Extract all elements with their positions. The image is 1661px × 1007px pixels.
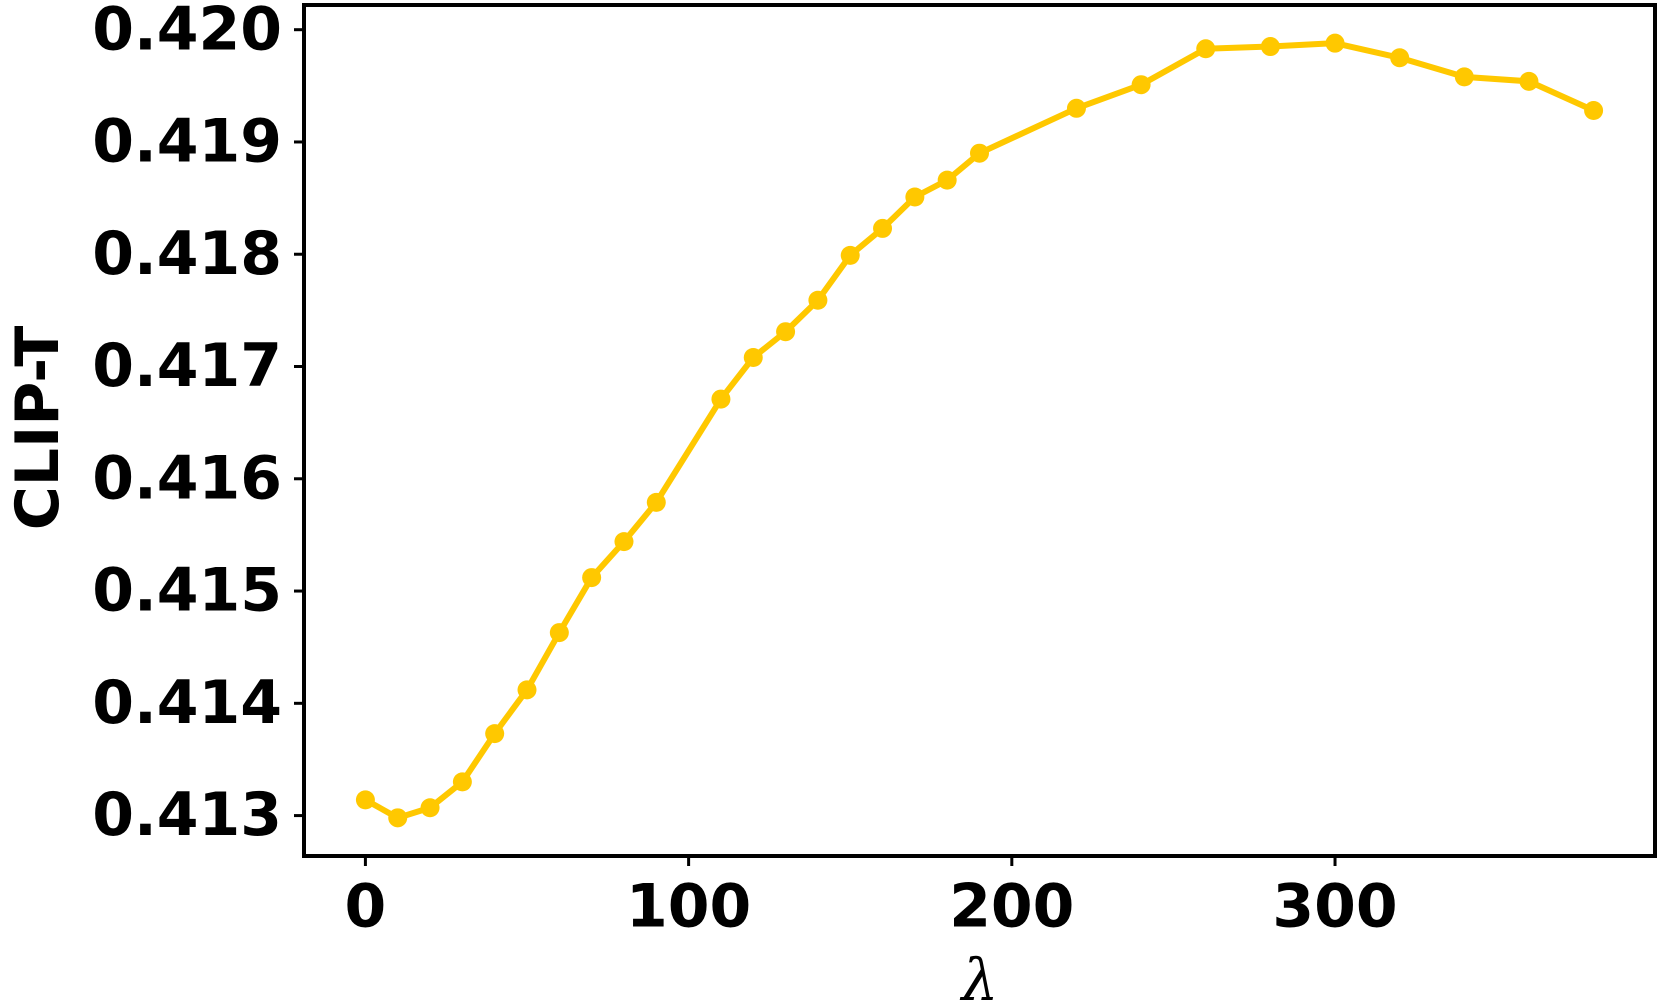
data-point <box>614 532 634 552</box>
plot-frame <box>302 3 1657 858</box>
data-point <box>355 790 375 810</box>
y-tick-label: 0.418 <box>92 219 282 289</box>
data-point <box>743 348 763 368</box>
y-tick-label: 0.414 <box>92 668 282 738</box>
data-point <box>1260 37 1280 57</box>
data-point <box>808 290 828 310</box>
data-point <box>420 798 440 818</box>
y-axis-label: CLIP-T <box>3 326 73 531</box>
data-point <box>1454 67 1474 87</box>
y-tick-label: 0.420 <box>92 0 282 64</box>
data-point <box>1066 98 1086 118</box>
y-tick-label: 0.415 <box>92 556 282 626</box>
y-tick-label: 0.419 <box>92 107 282 177</box>
x-tick-label: 300 <box>1272 872 1397 942</box>
x-tick-label: 200 <box>949 872 1074 942</box>
y-tick-label: 0.417 <box>92 331 282 401</box>
data-point <box>646 492 666 512</box>
data-point <box>905 187 925 207</box>
data-point <box>1519 71 1539 91</box>
data-point <box>549 623 569 643</box>
data-point <box>582 568 602 588</box>
data-point <box>388 808 408 828</box>
y-tick-label: 0.413 <box>92 780 282 850</box>
data-point <box>1325 33 1345 53</box>
data-point <box>711 389 731 409</box>
data-point <box>1390 48 1410 68</box>
data-point <box>776 322 796 342</box>
data-point <box>1196 39 1216 59</box>
data-point <box>840 245 860 265</box>
x-tick-label: 0 <box>345 872 387 942</box>
x-axis-label: λ <box>960 946 999 1007</box>
data-point <box>1131 75 1151 95</box>
data-point <box>1584 101 1604 121</box>
data-point <box>485 724 505 744</box>
x-tick-label: 100 <box>626 872 751 942</box>
data-line <box>363 40 1595 821</box>
y-tick-label: 0.416 <box>92 443 282 513</box>
data-point <box>970 143 989 163</box>
data-point <box>452 772 472 792</box>
data-point <box>937 170 957 190</box>
data-point <box>517 680 537 700</box>
data-point <box>873 218 893 238</box>
